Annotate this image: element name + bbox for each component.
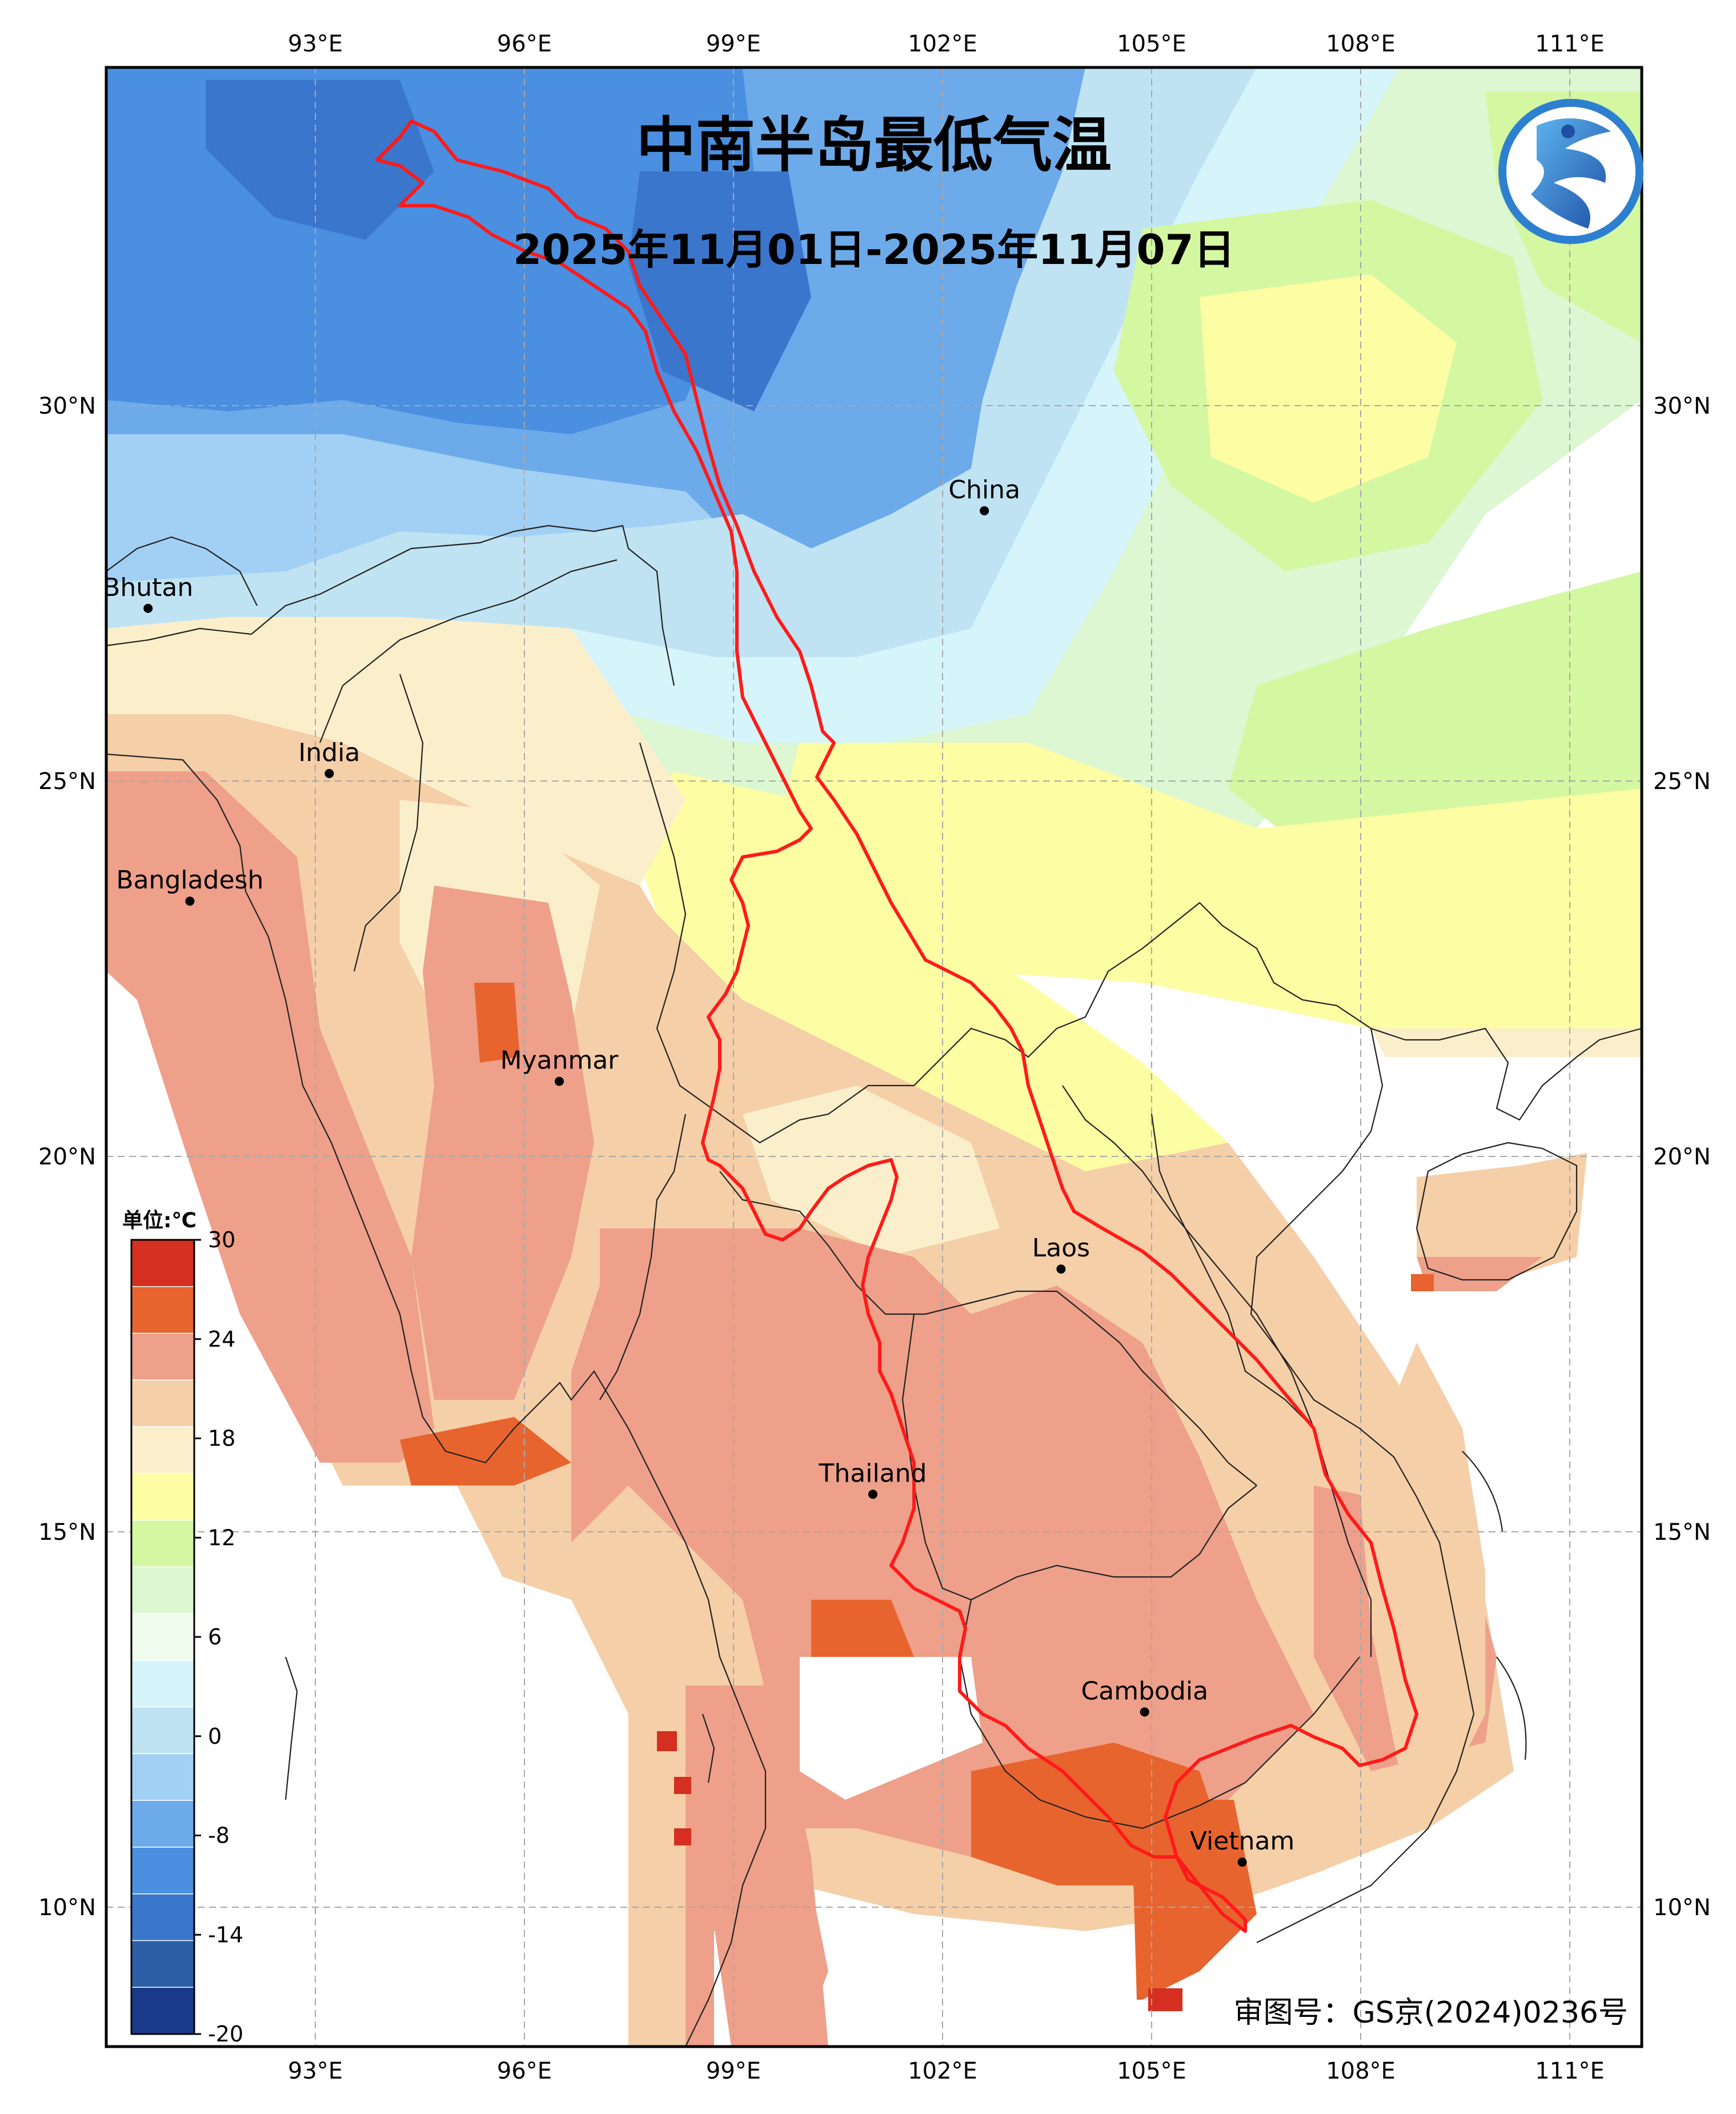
lat-label: 20°N: [1653, 1144, 1711, 1170]
lat-label: 30°N: [1653, 393, 1711, 419]
place-marker: [143, 603, 153, 613]
colorbar-bins: [131, 1240, 194, 2035]
colorbar-bin: [131, 1286, 194, 1334]
lon-label: 99°E: [706, 2058, 761, 2084]
lon-label: 96°E: [497, 31, 552, 57]
place-marker: [555, 1076, 564, 1086]
colorbar-bin: [131, 1613, 194, 1661]
colorbar-tick-label: -14: [208, 1922, 243, 1947]
lat-label: 10°N: [1653, 1895, 1711, 1921]
lon-label: 108°E: [1326, 2058, 1396, 2084]
colorbar-tick-label: -8: [208, 1823, 230, 1848]
lat-label: 20°N: [38, 1144, 96, 1170]
colorbar-ticks: 30 24 18 12 6 0 -8 -14 -20: [194, 1227, 243, 2047]
colorbar-bin: [131, 1660, 194, 1708]
map-frame: [105, 66, 1643, 2048]
longitude-labels-bottom: 93°E 96°E 99°E 102°E 105°E 108°E 111°E: [288, 2058, 1605, 2084]
mekong-basin-boundary: [375, 119, 1418, 1933]
place-marker: [1056, 1264, 1066, 1274]
colorbar-bin: [131, 1940, 194, 1988]
place-label: Laos: [1032, 1234, 1090, 1263]
colorbar-tick-label: 12: [208, 1525, 235, 1550]
colorbar-tick-label: 6: [208, 1624, 222, 1649]
lat-label: 25°N: [38, 768, 96, 795]
colorbar-tick-label: 18: [208, 1426, 235, 1451]
colorbar-bin: [131, 1567, 194, 1614]
lon-label: 102°E: [908, 2058, 977, 2084]
latitude-labels-right: 30°N 25°N 20°N 15°N 10°N: [1653, 393, 1711, 1921]
colorbar-tick-label: -20: [208, 2021, 243, 2047]
lon-label: 102°E: [908, 31, 977, 57]
colorbar-tick-label: 0: [208, 1724, 222, 1749]
colorbar-tick-label: 24: [208, 1327, 235, 1352]
lon-label: 108°E: [1326, 31, 1396, 57]
place-label: Vietnam: [1190, 1827, 1294, 1856]
colorbar-bin: [131, 1473, 194, 1521]
colorbar-bin: [131, 1893, 194, 1941]
lat-label: 15°N: [1653, 1519, 1711, 1546]
lon-label: 99°E: [706, 31, 761, 57]
place-marker: [1237, 1857, 1247, 1867]
latitude-labels-left: 30°N 25°N 20°N 15°N 10°N: [38, 393, 96, 1921]
colorbar-bin: [131, 1707, 194, 1754]
place-label: Bangladesh: [116, 866, 263, 895]
lat-label: 30°N: [38, 393, 96, 419]
place-marker: [185, 896, 195, 906]
place-label: Thailand: [819, 1459, 927, 1488]
place-marker: [868, 1490, 877, 1499]
place-label: Cambodia: [1081, 1676, 1209, 1705]
lat-label: 10°N: [38, 1895, 96, 1921]
place-label: India: [298, 738, 360, 767]
lon-label: 93°E: [288, 31, 343, 57]
lon-label: 105°E: [1117, 2058, 1186, 2084]
lat-label: 15°N: [38, 1519, 96, 1546]
graticule: [106, 67, 1642, 2047]
lon-label: 111°E: [1535, 2058, 1605, 2084]
temperature-field: [106, 67, 1642, 2047]
place-marker: [980, 506, 989, 515]
longitude-labels-top: 93°E 96°E 99°E 102°E 105°E 108°E 111°E: [288, 31, 1605, 57]
place-label: Myanmar: [500, 1046, 619, 1075]
place-label: Bhutan: [103, 573, 193, 602]
place-marker: [1140, 1707, 1149, 1717]
colorbar-tick-label: 30: [208, 1227, 235, 1252]
place-label: China: [948, 475, 1020, 505]
dragon-logo-icon: [1498, 99, 1643, 244]
colorbar-bin: [131, 1800, 194, 1848]
lon-label: 105°E: [1117, 31, 1186, 57]
map-title: 中南半岛最低气温: [636, 110, 1112, 180]
colorbar-unit-label: 单位:℃: [122, 1209, 197, 1232]
colorbar-bin: [131, 1987, 194, 2035]
colorbar-bin: [131, 1520, 194, 1567]
colorbar-bin: [131, 1753, 194, 1801]
colorbar: 单位:℃ 30 24 18 12 6 0 -8 -14 -20: [122, 1209, 243, 2047]
colorbar-bin: [131, 1847, 194, 1895]
lon-label: 93°E: [288, 2058, 343, 2084]
country-borders: [106, 525, 1642, 2047]
colorbar-bin: [131, 1380, 194, 1427]
colorbar-bin: [131, 1333, 194, 1380]
date-range: 2025年11月01日-2025年11月07日: [513, 226, 1234, 274]
place-labels: China Bhutan India Bangladesh Myanmar Laos Tha…: [103, 475, 1294, 1867]
colorbar-bin: [131, 1240, 194, 1287]
colorbar-bin: [131, 1427, 194, 1474]
lon-label: 111°E: [1535, 31, 1605, 57]
lat-label: 25°N: [1653, 768, 1711, 795]
place-marker: [324, 768, 334, 778]
lon-label: 96°E: [497, 2058, 552, 2084]
approval-number: 审图号：GS京(2024)0236号: [1233, 1996, 1628, 2030]
